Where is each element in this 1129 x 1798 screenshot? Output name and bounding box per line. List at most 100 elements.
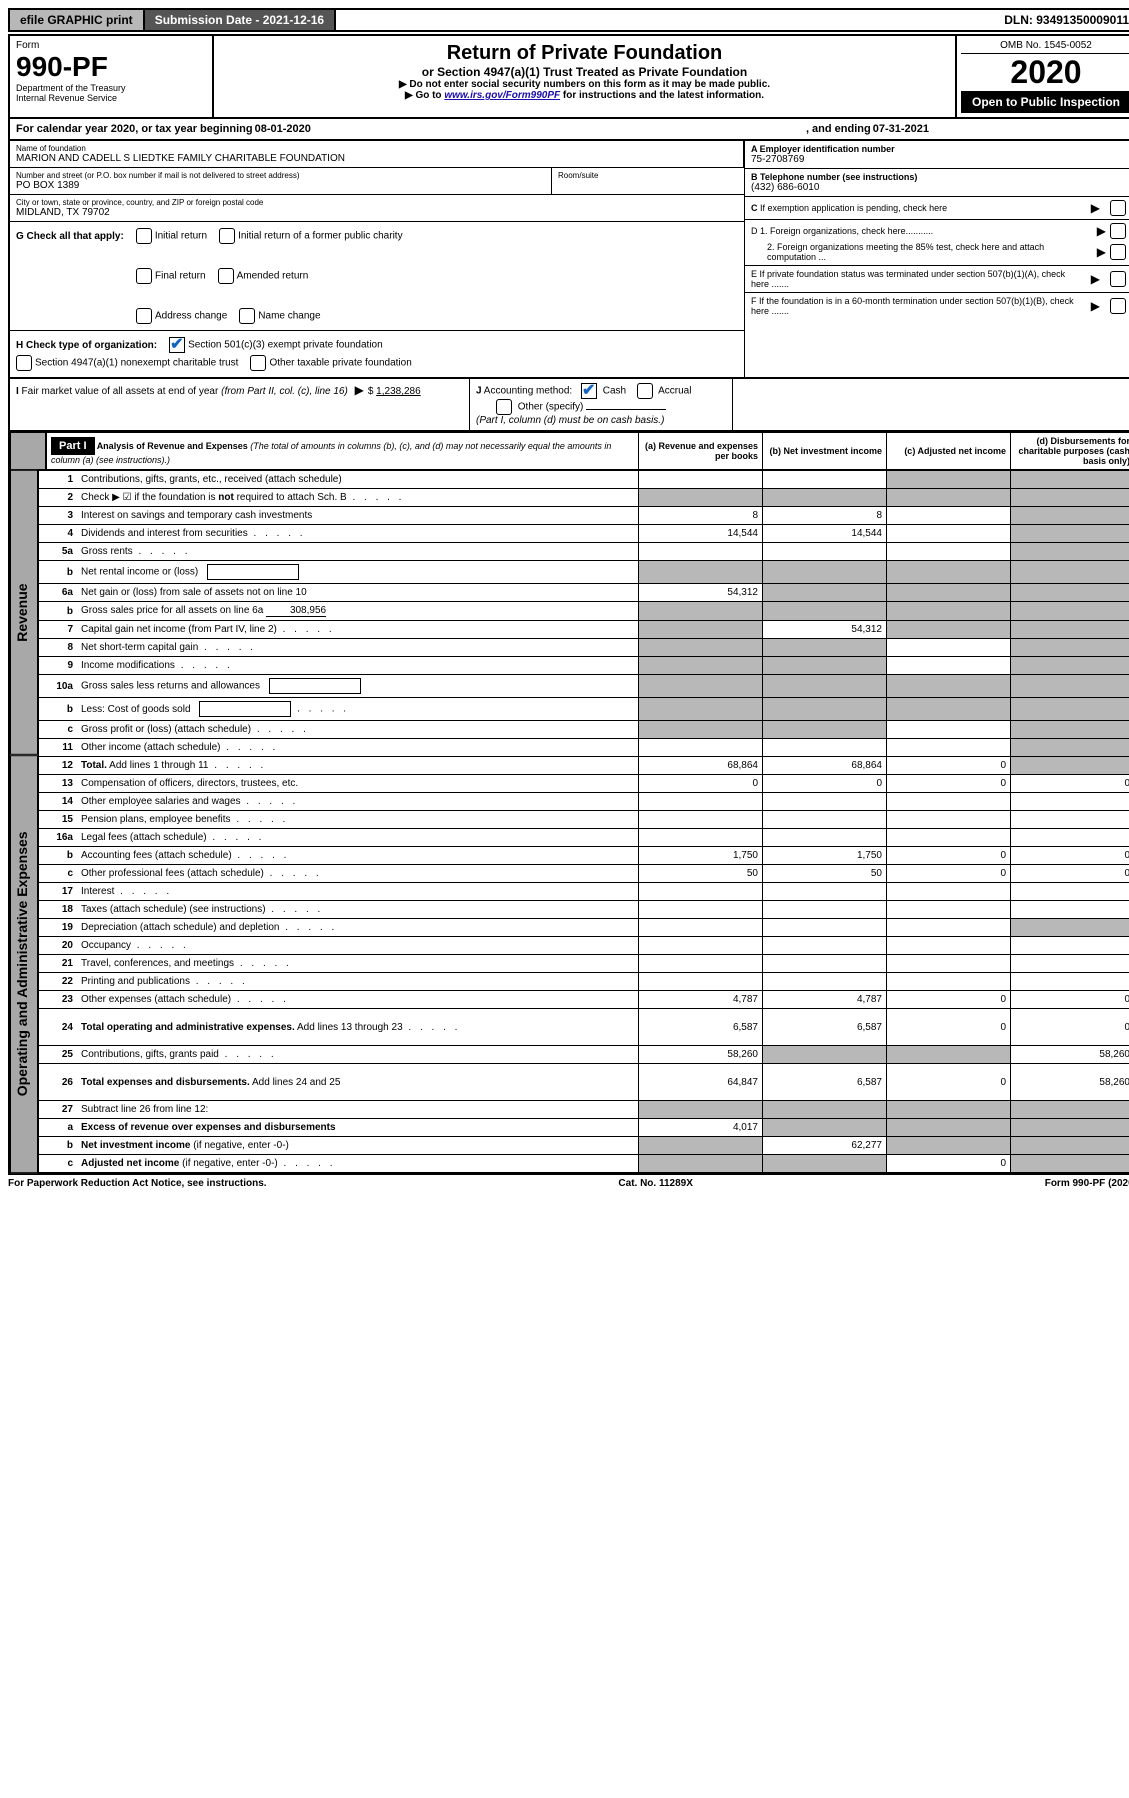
fmv-value: 1,238,286 <box>376 386 421 397</box>
checkbox-f[interactable] <box>1110 298 1126 314</box>
col-c-header: (c) Adjusted net income <box>887 433 1011 470</box>
table-row: 25Contributions, gifts, grants paid . . … <box>39 1046 1129 1064</box>
table-row: 24Total operating and administrative exp… <box>39 1009 1129 1046</box>
table-row: cOther professional fees (attach schedul… <box>39 865 1129 883</box>
table-row: 13Compensation of officers, directors, t… <box>39 775 1129 793</box>
table-row: 11Other income (attach schedule) . . . .… <box>39 739 1129 757</box>
city-label: City or town, state or province, country… <box>16 198 738 207</box>
checkbox-other-taxable[interactable] <box>250 355 266 371</box>
checkbox-c[interactable] <box>1110 200 1126 216</box>
foundation-name: MARION AND CADELL S LIEDTKE FAMILY CHARI… <box>16 153 737 164</box>
checkbox-d1[interactable] <box>1110 223 1126 239</box>
top-bar: efile GRAPHIC print Submission Date - 20… <box>8 8 1129 32</box>
open-public-badge: Open to Public Inspection <box>961 91 1129 113</box>
checkbox-amended[interactable] <box>218 268 234 284</box>
checkbox-initial-former[interactable] <box>219 228 235 244</box>
paperwork-notice: For Paperwork Reduction Act Notice, see … <box>8 1178 267 1189</box>
table-row: cAdjusted net income (if negative, enter… <box>39 1155 1129 1173</box>
tax-year: 2020 <box>961 54 1129 91</box>
table-row: 19Depreciation (attach schedule) and dep… <box>39 919 1129 937</box>
form-subtitle: or Section 4947(a)(1) Trust Treated as P… <box>220 65 949 79</box>
col-d-header: (d) Disbursements for charitable purpose… <box>1011 433 1129 470</box>
omb-number: OMB No. 1545-0052 <box>961 40 1129 54</box>
form-number: 990-PF <box>16 51 206 83</box>
checkbox-cash[interactable] <box>581 383 597 399</box>
e-label: E If private foundation status was termi… <box>751 269 1081 289</box>
table-row: 2Check ▶ ☑ if the foundation is not requ… <box>39 489 1129 507</box>
address: PO BOX 1389 <box>16 180 545 191</box>
table-row: bAccounting fees (attach schedule) . . .… <box>39 847 1129 865</box>
checkbox-4947a1[interactable] <box>16 355 32 371</box>
side-revenue: Revenue <box>10 470 38 755</box>
efile-print-button[interactable]: efile GRAPHIC print <box>10 10 145 30</box>
ssn-warning: ▶ Do not enter social security numbers o… <box>220 79 949 90</box>
phone-label: B Telephone number (see instructions) <box>751 172 917 182</box>
city-state-zip: MIDLAND, TX 79702 <box>16 207 738 218</box>
table-row: 20Occupancy . . . . . <box>39 937 1129 955</box>
table-row: aExcess of revenue over expenses and dis… <box>39 1119 1129 1137</box>
section-ij: I Fair market value of all assets at end… <box>8 379 1129 432</box>
checkbox-address-change[interactable] <box>136 308 152 324</box>
col-b-header: (b) Net investment income <box>763 433 887 470</box>
ein-label: A Employer identification number <box>751 144 895 154</box>
section-g: G Check all that apply: Initial return I… <box>10 222 744 331</box>
analysis-table: 1Contributions, gifts, grants, etc., rec… <box>38 470 1129 1173</box>
checkbox-name-change[interactable] <box>239 308 255 324</box>
table-row: 7Capital gain net income (from Part IV, … <box>39 621 1129 639</box>
part1-label: Part I <box>51 437 95 455</box>
table-row: 1Contributions, gifts, grants, etc., rec… <box>39 471 1129 489</box>
table-row: cGross profit or (loss) (attach schedule… <box>39 721 1129 739</box>
form-header: Form 990-PF Department of the Treasury I… <box>8 34 1129 119</box>
table-row: 17Interest . . . . . <box>39 883 1129 901</box>
room-label: Room/suite <box>558 171 738 180</box>
form-title: Return of Private Foundation <box>220 42 949 65</box>
j-note: (Part I, column (d) must be on cash basi… <box>476 415 664 426</box>
table-row: 8Net short-term capital gain . . . . . <box>39 639 1129 657</box>
dln-number: DLN: 93491350009011 <box>998 10 1129 30</box>
table-row: 12Total. Add lines 1 through 11 . . . . … <box>39 757 1129 775</box>
table-row: 21Travel, conferences, and meetings . . … <box>39 955 1129 973</box>
dept-treasury: Department of the Treasury <box>16 83 206 93</box>
submission-date: Submission Date - 2021-12-16 <box>145 10 336 30</box>
checkbox-accrual[interactable] <box>637 383 653 399</box>
checkbox-final-return[interactable] <box>136 268 152 284</box>
arrow-icon: ▶ <box>1091 201 1100 215</box>
table-row: 6aNet gain or (loss) from sale of assets… <box>39 584 1129 602</box>
c-label: C If exemption application is pending, c… <box>751 203 1081 213</box>
col-a-header: (a) Revenue and expenses per books <box>639 433 763 470</box>
ein-value: 75-2708769 <box>751 154 895 165</box>
table-row: 23Other expenses (attach schedule) . . .… <box>39 991 1129 1009</box>
d1-label: D 1. Foreign organizations, check here..… <box>751 226 1093 236</box>
d2-label: 2. Foreign organizations meeting the 85%… <box>751 242 1093 262</box>
table-row: bGross sales price for all assets on lin… <box>39 602 1129 621</box>
checkbox-d2[interactable] <box>1110 244 1126 260</box>
name-label: Name of foundation <box>16 144 737 153</box>
side-expenses: Operating and Administrative Expenses <box>10 755 38 1173</box>
goto-link[interactable]: ▶ Go to www.irs.gov/Form990PF for instru… <box>220 90 949 101</box>
table-row: 15Pension plans, employee benefits . . .… <box>39 811 1129 829</box>
form-label: Form <box>16 40 206 51</box>
checkbox-initial-return[interactable] <box>136 228 152 244</box>
addr-label: Number and street (or P.O. box number if… <box>16 171 545 180</box>
checkbox-501c3[interactable] <box>169 337 185 353</box>
table-row: bNet rental income or (loss) <box>39 561 1129 584</box>
form-ref: Form 990-PF (2020) <box>1045 1178 1129 1189</box>
checkbox-e[interactable] <box>1110 271 1126 287</box>
irs-label: Internal Revenue Service <box>16 93 206 103</box>
section-h: H Check type of organization: Section 50… <box>10 331 744 355</box>
table-row: 3Interest on savings and temporary cash … <box>39 507 1129 525</box>
phone-value: (432) 686-6010 <box>751 182 917 193</box>
entity-block: Name of foundation MARION AND CADELL S L… <box>8 141 1129 379</box>
table-row: 22Printing and publications . . . . . <box>39 973 1129 991</box>
side-spacer <box>10 432 46 470</box>
table-row: 5aGross rents . . . . . <box>39 543 1129 561</box>
page-footer: For Paperwork Reduction Act Notice, see … <box>8 1175 1129 1192</box>
checkbox-other-method[interactable] <box>496 399 512 415</box>
cat-number: Cat. No. 11289X <box>618 1178 692 1189</box>
table-row: 4Dividends and interest from securities … <box>39 525 1129 543</box>
table-row: bNet investment income (if negative, ent… <box>39 1137 1129 1155</box>
table-row: 27Subtract line 26 from line 12: <box>39 1101 1129 1119</box>
f-label: F If the foundation is in a 60-month ter… <box>751 296 1081 316</box>
table-row: 26Total expenses and disbursements. Add … <box>39 1064 1129 1101</box>
analysis-grid: Revenue Operating and Administrative Exp… <box>8 470 1129 1175</box>
